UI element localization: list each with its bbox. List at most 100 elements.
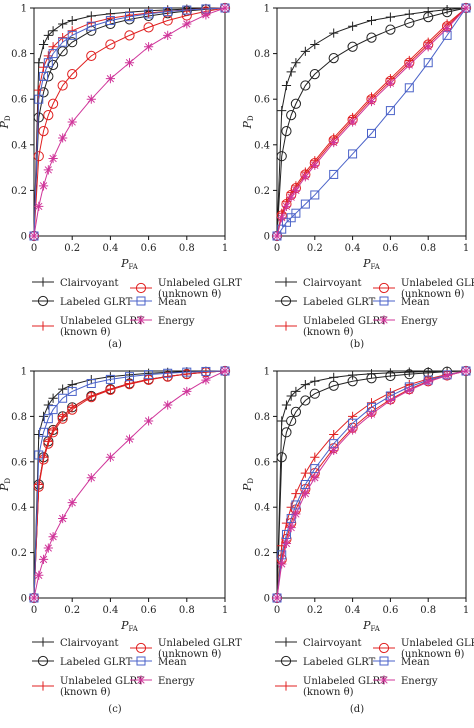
data-point bbox=[43, 543, 53, 553]
data-point bbox=[300, 480, 310, 489]
data-point bbox=[290, 406, 301, 417]
panel-a: 0 0.2 0.4 0.6 0.8 1 0 0.2 0.4 0.6 0.8 1 PFA PD Clairvo… bbox=[0, 2, 242, 350]
data-point bbox=[163, 368, 173, 378]
data-point bbox=[57, 46, 68, 57]
panel-d: 0 0.2 0.4 0.6 0.8 1 0 0.2 0.4 0.6 0.8 1 PFA PD Clairvo… bbox=[241, 365, 474, 715]
data-point bbox=[67, 498, 77, 508]
data-point bbox=[105, 452, 115, 462]
data-point bbox=[281, 427, 292, 438]
data-point bbox=[43, 58, 53, 68]
data-point bbox=[328, 53, 339, 64]
data-point bbox=[286, 192, 296, 202]
asterisk-marker-icon bbox=[379, 315, 389, 325]
data-point bbox=[34, 429, 44, 440]
legend-label: (known θ) bbox=[60, 687, 111, 698]
data-point bbox=[366, 409, 377, 419]
plus-marker-icon bbox=[38, 321, 48, 331]
data-point bbox=[366, 398, 377, 408]
series-line bbox=[33, 370, 226, 599]
y-tick-label: 0.4 bbox=[11, 140, 27, 151]
data-point bbox=[86, 473, 96, 483]
legend-item-labeled-glrt: Labeled GLRT bbox=[32, 295, 133, 308]
y-tick-label: 0.8 bbox=[254, 412, 270, 423]
data-point bbox=[404, 369, 415, 380]
series-line bbox=[33, 370, 226, 599]
data-point bbox=[272, 231, 282, 241]
legend-label: Unlabeled GLRT bbox=[401, 278, 474, 289]
data-point bbox=[201, 375, 211, 385]
legend: Clairvoyant Unlabeled GLRT(unknown θ)Labe… bbox=[32, 277, 242, 338]
data-point bbox=[105, 13, 115, 23]
data-point bbox=[309, 388, 320, 399]
data-point bbox=[442, 4, 452, 15]
series-energy bbox=[29, 366, 230, 603]
y-axis-label: PD bbox=[0, 478, 12, 492]
circle-marker-icon bbox=[135, 642, 147, 654]
panel-label: (a) bbox=[108, 339, 122, 350]
data-point bbox=[48, 393, 58, 403]
legend-label: Energy bbox=[158, 316, 195, 327]
data-point bbox=[43, 400, 53, 410]
data-point bbox=[367, 128, 376, 138]
legend-item-energy: Energy bbox=[373, 315, 438, 327]
series-labeled-glrt bbox=[271, 2, 472, 242]
series-clairvoyant bbox=[272, 366, 471, 603]
series-unlabeled-glrt-unknown-theta bbox=[28, 365, 231, 604]
data-point bbox=[277, 106, 287, 116]
panel-label: (d) bbox=[350, 704, 364, 715]
data-point bbox=[291, 185, 301, 195]
data-point bbox=[67, 404, 78, 415]
series-line bbox=[276, 370, 467, 599]
data-point bbox=[125, 12, 134, 22]
data-point bbox=[86, 392, 97, 403]
x-tick-label: 1 bbox=[222, 605, 228, 616]
legend-label: Labeled GLRT bbox=[60, 657, 133, 668]
x-tick-label: 0.6 bbox=[382, 243, 398, 254]
data-point bbox=[328, 380, 339, 391]
data-point bbox=[143, 374, 154, 385]
data-point bbox=[291, 58, 301, 68]
data-point bbox=[163, 7, 173, 17]
data-point bbox=[281, 80, 292, 91]
data-point bbox=[277, 213, 287, 223]
series-mean bbox=[29, 3, 230, 241]
data-point bbox=[67, 30, 77, 40]
data-point bbox=[105, 374, 115, 384]
data-point bbox=[329, 429, 339, 440]
data-point bbox=[86, 21, 96, 31]
data-point bbox=[442, 23, 452, 34]
data-point bbox=[124, 434, 135, 444]
legend-label: Unlabeled GLRT bbox=[60, 316, 144, 327]
data-point bbox=[48, 59, 59, 71]
data-point bbox=[39, 427, 49, 437]
legend-label: (known θ) bbox=[303, 687, 354, 698]
data-point bbox=[385, 395, 395, 406]
y-tick-label: 0.8 bbox=[11, 412, 27, 423]
y-tick-label: 0.8 bbox=[254, 49, 270, 60]
data-point bbox=[143, 22, 154, 33]
x-tick-label: 0.2 bbox=[64, 605, 80, 616]
legend-label: Clairvoyant bbox=[60, 278, 119, 289]
data-point bbox=[404, 60, 414, 70]
x-tick-label: 0.8 bbox=[420, 605, 436, 616]
circle-marker-icon bbox=[378, 642, 390, 654]
legend-label: Unlabeled GLRT bbox=[401, 638, 474, 649]
x-tick-label: 0.2 bbox=[307, 243, 323, 254]
plus-marker-icon bbox=[38, 681, 48, 691]
legend-label: Energy bbox=[401, 676, 438, 687]
legend-label: Mean bbox=[158, 297, 187, 308]
data-point bbox=[58, 384, 68, 394]
square-marker-icon bbox=[136, 656, 146, 666]
plus-marker-icon bbox=[281, 277, 291, 287]
series-line bbox=[33, 370, 226, 599]
panel-label: (b) bbox=[350, 339, 364, 350]
series-labeled-glrt bbox=[28, 2, 231, 242]
legend-item-unlabeled-glrt-unknown-theta: Unlabeled GLRT(unknown θ) bbox=[130, 278, 242, 300]
x-tick-label: 0.4 bbox=[102, 605, 118, 616]
data-point bbox=[67, 37, 78, 48]
data-point bbox=[286, 523, 296, 533]
data-point bbox=[29, 231, 39, 241]
data-point bbox=[182, 5, 192, 15]
data-point bbox=[310, 464, 320, 474]
legend-item-unlabeled-glrt-unknown-theta: Unlabeled GLRT(unknown θ) bbox=[373, 278, 474, 300]
